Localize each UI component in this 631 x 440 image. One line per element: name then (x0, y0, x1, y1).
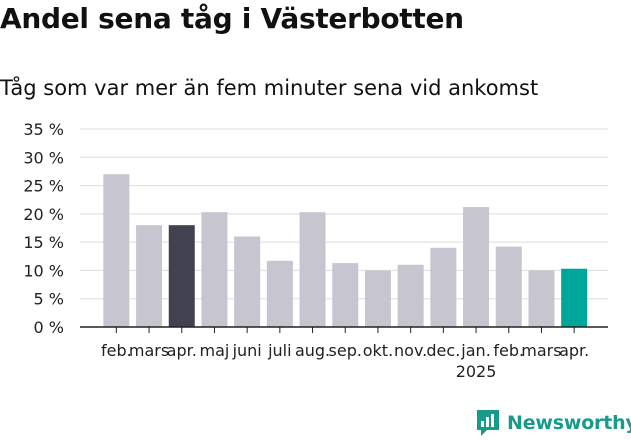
bar (495, 246, 522, 327)
chart-subtitle: Tåg som var mer än fem minuter sena vid … (0, 76, 539, 100)
chart-title: Andel sena tåg i Västerbotten (0, 2, 464, 35)
bar (364, 270, 391, 327)
bar (103, 174, 130, 327)
x-tick-label: okt. (363, 341, 393, 360)
y-tick-label: 5 % (34, 290, 64, 309)
bar (430, 247, 457, 327)
bar (299, 212, 326, 327)
bar (168, 225, 195, 327)
x-tick-label: sep. (329, 341, 362, 360)
x-tick-label: maj (200, 341, 230, 360)
y-tick-label: 10 % (23, 261, 64, 280)
bar (266, 260, 293, 327)
newsworthy-logo-icon (477, 410, 499, 436)
bar (136, 225, 163, 327)
y-tick-label: 0 % (34, 318, 64, 337)
x-tick-label: jan. (460, 341, 490, 360)
bar (463, 207, 490, 327)
x-tick-label: feb. (493, 341, 524, 360)
bar (332, 263, 359, 327)
x-tick-label: feb. (101, 341, 132, 360)
bar-chart: 0 %5 %10 %15 %20 %25 %30 %35 % feb.marsa… (23, 120, 608, 381)
newsworthy-logo: Newsworthy (475, 406, 631, 440)
x-tick-label: mars (521, 341, 561, 360)
y-tick-label: 15 % (23, 233, 64, 252)
bars (103, 174, 588, 327)
y-tick-label: 20 % (23, 205, 64, 224)
x-tick-label: mars (129, 341, 169, 360)
x-tick-label: dec. (426, 341, 460, 360)
x-tick-label: juli (267, 341, 291, 360)
x-tick-label: apr. (559, 341, 589, 360)
y-axis: 0 % 5 % 10 % 15 % 20 % 25 % 30 % 35 % (23, 120, 64, 337)
y-tick-label: 35 % (23, 120, 64, 139)
bar (528, 270, 555, 327)
x-tick-label: juni (232, 341, 262, 360)
bar (201, 212, 228, 327)
y-tick-label: 30 % (23, 148, 64, 167)
y-tick-label: 25 % (23, 177, 64, 196)
bar (234, 236, 261, 327)
x-tick-label: nov. (394, 341, 427, 360)
newsworthy-logo-text: Newsworthy (507, 412, 631, 434)
bar (561, 268, 588, 327)
x-tick-label: apr. (167, 341, 197, 360)
bar (397, 264, 424, 327)
x-year-label: 2025 (456, 362, 497, 381)
grid-lines (80, 128, 608, 300)
x-tick-label: aug. (295, 341, 330, 360)
